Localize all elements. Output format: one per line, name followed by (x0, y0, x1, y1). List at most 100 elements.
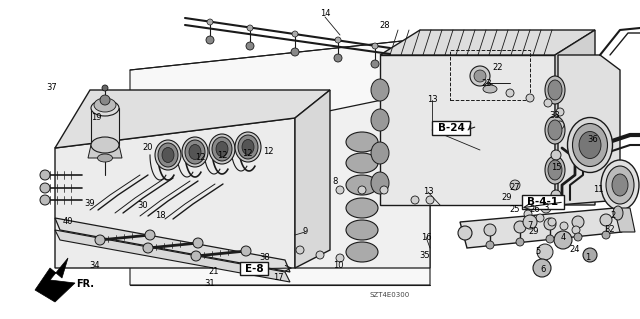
Polygon shape (380, 55, 555, 205)
Circle shape (556, 108, 564, 116)
Bar (432, 121, 470, 135)
Circle shape (474, 70, 486, 82)
Ellipse shape (212, 137, 232, 161)
Text: 13: 13 (427, 95, 437, 105)
Circle shape (574, 233, 582, 241)
Text: 29: 29 (529, 227, 540, 236)
Ellipse shape (545, 116, 565, 144)
Circle shape (335, 37, 341, 43)
Circle shape (292, 31, 298, 37)
Circle shape (548, 218, 556, 226)
Circle shape (516, 238, 524, 246)
Text: 27: 27 (509, 183, 520, 192)
Circle shape (523, 215, 537, 229)
Circle shape (544, 218, 556, 230)
Ellipse shape (573, 123, 607, 167)
Ellipse shape (568, 117, 612, 173)
Text: SZT4E0300: SZT4E0300 (370, 292, 410, 298)
Text: 37: 37 (47, 84, 58, 93)
Ellipse shape (371, 109, 389, 131)
Ellipse shape (346, 220, 378, 240)
Circle shape (246, 42, 254, 50)
Text: 34: 34 (90, 261, 100, 270)
Polygon shape (55, 218, 290, 272)
Circle shape (537, 244, 553, 260)
Text: B-4-1: B-4-1 (527, 197, 559, 207)
Ellipse shape (548, 120, 562, 140)
Ellipse shape (158, 143, 178, 167)
Text: 26: 26 (530, 205, 540, 214)
Circle shape (458, 226, 472, 240)
Circle shape (207, 19, 213, 25)
Circle shape (426, 196, 434, 204)
Text: 11: 11 (593, 186, 604, 195)
Circle shape (572, 216, 584, 228)
Text: 10: 10 (333, 262, 343, 271)
Polygon shape (55, 118, 295, 268)
Text: 24: 24 (570, 246, 580, 255)
Circle shape (193, 238, 203, 248)
Ellipse shape (371, 142, 389, 164)
Circle shape (600, 214, 612, 226)
Bar (240, 262, 268, 275)
Ellipse shape (91, 137, 119, 153)
Ellipse shape (545, 156, 565, 184)
Ellipse shape (579, 131, 601, 159)
Text: 13: 13 (422, 188, 433, 197)
Circle shape (533, 259, 551, 277)
Circle shape (206, 36, 214, 44)
Circle shape (546, 235, 554, 243)
Text: 28: 28 (380, 20, 390, 29)
Circle shape (470, 66, 490, 86)
Circle shape (247, 25, 253, 31)
Polygon shape (614, 208, 635, 232)
Ellipse shape (346, 153, 378, 173)
Text: 4: 4 (561, 234, 566, 242)
Ellipse shape (606, 166, 634, 204)
Circle shape (541, 203, 551, 213)
Ellipse shape (91, 100, 119, 116)
Circle shape (560, 222, 568, 230)
Circle shape (40, 195, 50, 205)
Text: 38: 38 (260, 253, 270, 262)
Circle shape (510, 180, 520, 190)
Text: 33: 33 (550, 110, 561, 120)
Circle shape (241, 246, 251, 256)
Text: 12: 12 (263, 147, 273, 157)
Text: 12: 12 (242, 149, 252, 158)
Ellipse shape (346, 198, 378, 218)
Circle shape (336, 254, 344, 262)
Text: 29: 29 (502, 194, 512, 203)
Polygon shape (55, 230, 290, 282)
Ellipse shape (209, 134, 235, 164)
Text: 5: 5 (536, 248, 541, 256)
Ellipse shape (182, 137, 208, 167)
Text: 31: 31 (205, 278, 215, 287)
Ellipse shape (545, 76, 565, 104)
Text: 12: 12 (217, 151, 227, 160)
Polygon shape (91, 108, 119, 145)
Text: E-8: E-8 (244, 263, 263, 273)
Ellipse shape (548, 160, 562, 180)
Ellipse shape (155, 140, 181, 170)
Circle shape (145, 230, 155, 240)
Circle shape (102, 85, 108, 91)
Ellipse shape (235, 132, 261, 162)
Text: 32: 32 (605, 226, 615, 234)
Text: 19: 19 (91, 114, 101, 122)
Polygon shape (555, 30, 595, 205)
Text: 2: 2 (611, 211, 616, 219)
Text: 16: 16 (420, 233, 431, 241)
Circle shape (554, 231, 572, 249)
Ellipse shape (97, 154, 113, 162)
Circle shape (191, 251, 201, 261)
Ellipse shape (346, 242, 378, 262)
Circle shape (95, 235, 105, 245)
Circle shape (372, 43, 378, 49)
Polygon shape (295, 90, 430, 268)
Text: 1: 1 (586, 254, 591, 263)
Circle shape (358, 186, 366, 194)
Text: FR.: FR. (76, 279, 94, 289)
Circle shape (486, 84, 494, 92)
Text: 36: 36 (588, 136, 598, 145)
